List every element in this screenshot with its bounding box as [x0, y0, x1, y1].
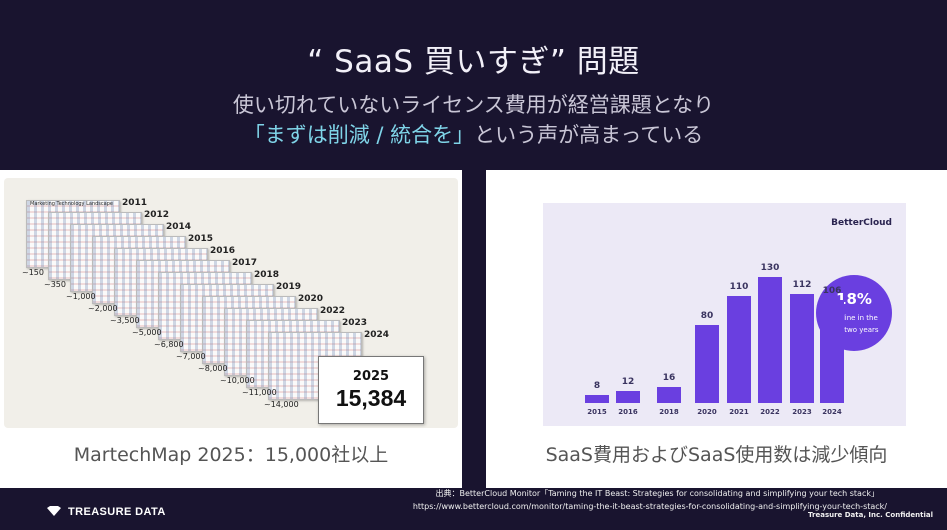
- bar-value-label: 106: [822, 286, 842, 297]
- x-tick-label: 2023: [792, 408, 812, 416]
- landscape-count: ~8,000: [198, 364, 228, 373]
- landscape-count: ~1,000: [66, 292, 96, 301]
- landscape-year: 2024: [364, 330, 390, 340]
- landscape-count: ~3,500: [110, 316, 140, 325]
- x-tick-label: 2015: [587, 408, 607, 416]
- landscape-year: 2020: [298, 294, 324, 304]
- landscape-count: ~6,800: [154, 340, 184, 349]
- landscape-count: ~5,000: [132, 328, 162, 337]
- subtitle-rest: という声が高まっている: [474, 123, 704, 147]
- landscape-count: ~11,000: [242, 388, 277, 397]
- landscape-count: ~350: [44, 280, 66, 289]
- chart-bar: [616, 391, 640, 403]
- landscape-year: 2022: [320, 306, 346, 316]
- landscape-count: ~150: [22, 268, 44, 277]
- treasure-data-logo: TREASURE DATA: [47, 506, 166, 518]
- martech-map-panel: Marketing Technology Landscape 2025 15,3…: [0, 170, 462, 488]
- x-tick-label: 2016: [618, 408, 638, 416]
- saas-chart-panel: BetterCloud 18% decline in the last two …: [486, 170, 947, 488]
- landscape-count: ~10,000: [220, 376, 255, 385]
- diamond-icon: [47, 506, 61, 516]
- landscape-count: ~14,000: [264, 400, 299, 409]
- badge-text-line-1: decline in the: [830, 314, 878, 322]
- landscape-year: 2011: [122, 198, 148, 208]
- landscape-year: 2012: [144, 210, 170, 220]
- bar-value-label: 16: [662, 373, 676, 384]
- highlight-year: 2025: [352, 369, 390, 384]
- landscape-count: ~2,000: [88, 304, 118, 313]
- subtitle-line-1: 使い切れていないライセンス費用が経営課題となり: [232, 93, 715, 117]
- chart-bar: [695, 325, 719, 403]
- chart-bar: [657, 387, 681, 403]
- chart-bar: [758, 277, 782, 403]
- chart-bar: [820, 300, 844, 403]
- landscape-year: 2023: [342, 318, 368, 328]
- landscape-year: 2015: [188, 234, 214, 244]
- x-tick-label: 2024: [822, 408, 842, 416]
- highlight-count: 15,384: [335, 385, 407, 411]
- x-tick-label: 2020: [697, 408, 717, 416]
- badge-percent: 18%: [836, 290, 872, 308]
- landscape-year: 2014: [166, 222, 192, 232]
- martech-caption: MartechMap 2025：15,000社以上: [73, 444, 389, 466]
- bar-value-label: 110: [729, 282, 749, 293]
- landscape-header: Marketing Technology Landscape: [30, 201, 113, 207]
- source-url: https://www.bettercloud.com/monitor/tami…: [412, 502, 887, 511]
- landscape-count: ~7,000: [176, 352, 206, 361]
- x-tick-label: 2021: [729, 408, 749, 416]
- x-tick-label: 2022: [760, 408, 780, 416]
- subtitle-highlight: 「まずは削減 / 統合を」: [243, 123, 475, 147]
- saas-bar-chart: BetterCloud 18% decline in the last two …: [543, 203, 906, 426]
- landscape-year: 2018: [254, 270, 280, 280]
- chart-bar: [585, 395, 609, 403]
- landscape-year: 2017: [232, 258, 258, 268]
- x-tick-label: 2018: [659, 408, 679, 416]
- bettercloud-logo: BetterCloud: [831, 218, 892, 228]
- slide-subtitle: 使い切れていないライセンス費用が経営課題となり 「まずは削減 / 統合を」という…: [0, 90, 947, 150]
- confidential-label: Treasure Data, Inc. Confidential: [808, 511, 933, 519]
- bar-value-label: 80: [700, 311, 714, 322]
- martech-2025-card: 2025 15,384: [318, 356, 424, 424]
- martech-map-image: Marketing Technology Landscape 2025 15,3…: [4, 178, 458, 428]
- chart-bar: [790, 294, 814, 403]
- landscape-year: 2019: [276, 282, 302, 292]
- bar-value-label: 12: [621, 377, 635, 388]
- landscape-year: 2016: [210, 246, 236, 256]
- badge-text-line-2: last two years: [829, 326, 879, 334]
- bar-value-label: 8: [593, 381, 601, 392]
- subtitle-line-2: 「まずは削減 / 統合を」という声が高まっている: [0, 120, 947, 150]
- bar-value-label: 130: [760, 263, 780, 273]
- badge-text: decline in the last two years: [816, 312, 892, 336]
- slide-title: “ SaaS 買いすぎ” 問題: [307, 44, 640, 80]
- logo-text: TREASURE DATA: [68, 506, 166, 518]
- bar-value-label: 112: [792, 280, 812, 291]
- source-citation: 出典：BetterCloud Monitor「Taming the IT Bea…: [435, 489, 880, 498]
- chart-bar: [727, 296, 751, 403]
- saas-caption: SaaS費用およびSaaS使用数は減少傾向: [545, 444, 888, 466]
